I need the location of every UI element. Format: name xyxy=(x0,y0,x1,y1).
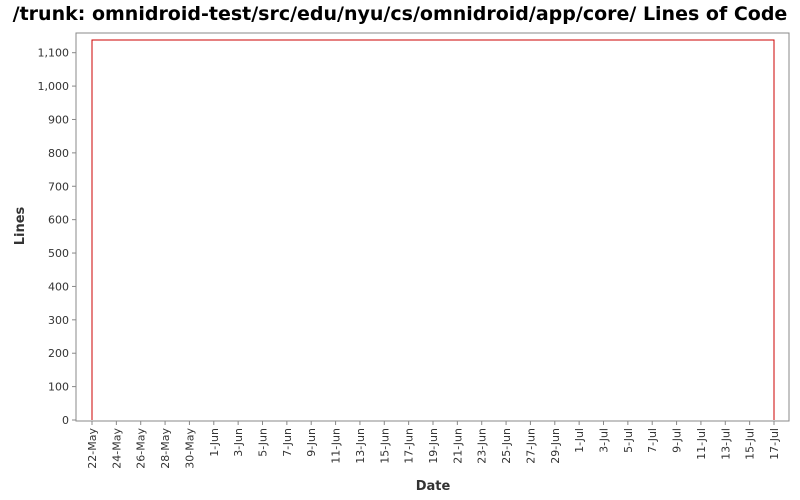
y-tick-label: 200 xyxy=(48,347,69,360)
x-tick-label: 25-Jun xyxy=(500,428,513,464)
x-tick-label: 11-Jun xyxy=(330,428,343,464)
x-tick-label: 15-Jun xyxy=(378,428,391,464)
x-tick-label: 21-Jun xyxy=(451,428,464,464)
x-tick-label: 30-May xyxy=(183,428,196,469)
x-tick-label: 22-May xyxy=(86,428,99,469)
y-tick-label: 900 xyxy=(48,113,69,126)
x-tick-label: 3-Jul xyxy=(598,428,611,453)
x-axis: 22-May 24-May 26-May 28-May 30-May 1-Jun 3-Jun… xyxy=(86,421,781,469)
x-tick-label: 17-Jul xyxy=(768,428,781,460)
series-line-loc xyxy=(91,39,775,420)
x-tick-label: 9-Jun xyxy=(305,428,318,457)
y-tick-label: 0 xyxy=(62,414,69,427)
x-tick-label: 1-Jul xyxy=(573,428,586,453)
chart-title: /trunk: omnidroid-test/src/edu/nyu/cs/om… xyxy=(13,3,788,25)
x-tick-label: 29-Jun xyxy=(549,428,562,464)
y-axis: 0 100 200 300 400 500 600 700 800 900 1,000 1,100 xyxy=(38,47,76,427)
x-tick-label: 27-Jun xyxy=(524,428,537,464)
x-tick-label: 3-Jun xyxy=(232,428,245,457)
y-tick-label: 800 xyxy=(48,147,69,160)
y-tick-label: 100 xyxy=(48,381,69,394)
y-axis-label: Lines xyxy=(13,206,28,245)
x-tick-label: 17-Jun xyxy=(403,428,416,464)
y-tick-label: 1,000 xyxy=(38,80,70,93)
y-tick-label: 1,100 xyxy=(38,47,70,60)
x-tick-label: 5-Jun xyxy=(257,428,270,457)
y-tick-label: 600 xyxy=(48,214,69,227)
series-point xyxy=(92,420,93,421)
y-tick-label: 400 xyxy=(48,280,69,293)
x-tick-label: 23-Jun xyxy=(476,428,489,464)
x-tick-label: 26-May xyxy=(135,428,148,469)
x-tick-label: 13-Jun xyxy=(354,428,367,464)
y-tick-label: 700 xyxy=(48,180,69,193)
x-tick-label: 9-Jul xyxy=(671,428,684,453)
y-tick-label: 300 xyxy=(48,314,69,327)
x-tick-label: 1-Jun xyxy=(208,428,221,457)
x-tick-label: 7-Jun xyxy=(281,428,294,457)
series-point xyxy=(774,420,775,421)
x-tick-label: 11-Jul xyxy=(695,428,708,460)
x-tick-label: 5-Jul xyxy=(622,428,635,453)
series-point xyxy=(92,40,93,41)
x-tick-label: 7-Jul xyxy=(646,428,659,453)
series-layer xyxy=(91,39,775,421)
series-point xyxy=(774,40,775,41)
x-tick-label: 13-Jul xyxy=(719,428,732,460)
y-tick-label: 500 xyxy=(48,247,69,260)
plot-area xyxy=(75,32,790,422)
x-tick-label: 19-Jun xyxy=(427,428,440,464)
x-tick-label: 28-May xyxy=(159,428,172,469)
x-tick-label: 15-Jul xyxy=(744,428,757,460)
x-tick-label: 24-May xyxy=(110,428,123,469)
x-axis-label: Date xyxy=(416,479,451,494)
